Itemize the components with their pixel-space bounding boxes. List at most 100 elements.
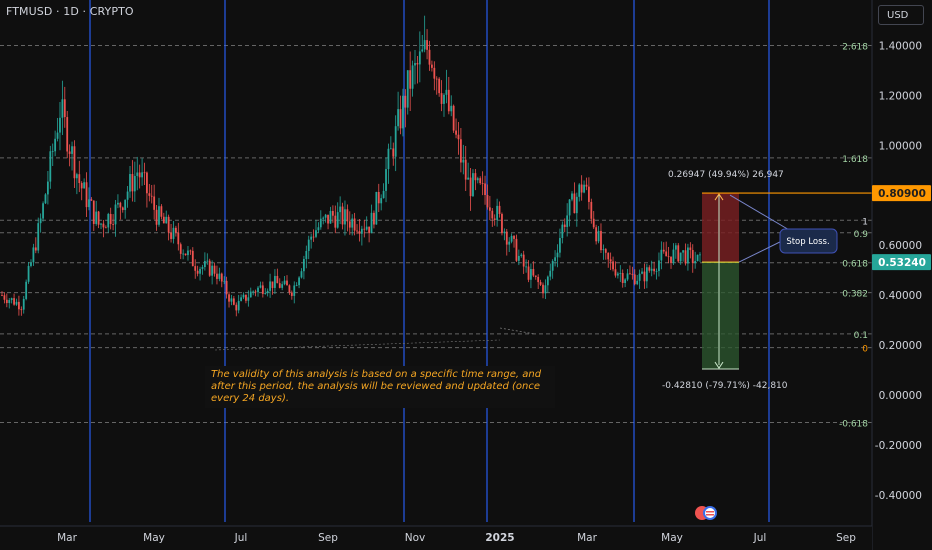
candle-body bbox=[423, 40, 426, 50]
candle-body bbox=[242, 294, 245, 298]
candle-body bbox=[414, 63, 416, 66]
candle-body bbox=[220, 273, 223, 282]
us-flag-icon[interactable] bbox=[694, 505, 718, 521]
candle-body bbox=[689, 247, 692, 251]
candle-body bbox=[133, 175, 136, 192]
candle-body bbox=[510, 235, 513, 242]
currency-button[interactable]: USD bbox=[878, 5, 924, 25]
candle-body bbox=[153, 196, 156, 210]
candle-body bbox=[677, 245, 680, 262]
candle-body bbox=[5, 299, 8, 304]
candle-body bbox=[665, 251, 668, 257]
candle-body bbox=[230, 298, 233, 302]
time-tick: Nov bbox=[405, 532, 426, 544]
candle-body bbox=[109, 213, 112, 224]
candle-body bbox=[211, 265, 214, 276]
candle-body bbox=[385, 169, 387, 191]
candle-body bbox=[37, 223, 40, 251]
candle-body bbox=[696, 254, 699, 262]
candle-body bbox=[484, 183, 486, 195]
candle-body bbox=[626, 273, 629, 280]
candle-body bbox=[1, 295, 3, 296]
candle-body bbox=[397, 109, 399, 127]
candle-body bbox=[189, 250, 192, 252]
candle-body bbox=[527, 266, 530, 280]
candle-body bbox=[474, 173, 477, 181]
candle-body bbox=[252, 291, 255, 293]
candle-body bbox=[653, 268, 656, 272]
candle-body bbox=[573, 193, 576, 214]
candle-body bbox=[172, 227, 175, 239]
candle-body bbox=[228, 294, 230, 302]
price-axis[interactable]: 1.400001.200001.000000.800000.600000.400… bbox=[871, 0, 932, 550]
candle-body bbox=[476, 178, 479, 181]
candle-body bbox=[679, 252, 682, 262]
candle-body bbox=[418, 51, 421, 65]
price-tag bbox=[872, 185, 931, 202]
candle-body bbox=[95, 211, 98, 224]
arrow-up-icon bbox=[714, 193, 724, 201]
candle-body bbox=[544, 285, 547, 294]
price-tick: 0.20000 bbox=[879, 340, 922, 352]
time-axis[interactable]: Mar May Jul Sep Nov 2025 Mar May Jul Sep bbox=[0, 525, 872, 550]
candle-body bbox=[317, 227, 320, 231]
candle-body bbox=[537, 276, 540, 283]
candle-body bbox=[440, 93, 443, 104]
candle-body bbox=[61, 99, 64, 118]
candle-body bbox=[505, 231, 508, 245]
candle-body bbox=[503, 231, 506, 234]
candle-body bbox=[358, 231, 361, 234]
candle-body bbox=[597, 230, 600, 242]
candle-body bbox=[71, 146, 73, 154]
candle-body bbox=[546, 276, 549, 286]
candle-body bbox=[261, 285, 264, 294]
candle-body bbox=[472, 173, 474, 197]
candle-body bbox=[293, 285, 296, 296]
candle-body bbox=[450, 105, 453, 112]
candle-body bbox=[399, 109, 402, 129]
candle-body bbox=[312, 236, 315, 238]
time-tick: May bbox=[143, 532, 165, 544]
candle-body bbox=[542, 284, 544, 294]
candle-body bbox=[658, 260, 660, 271]
candle-body bbox=[416, 63, 419, 65]
candles bbox=[1, 15, 701, 317]
candle-body bbox=[513, 235, 515, 239]
candle-body bbox=[194, 266, 197, 271]
candle-body bbox=[264, 292, 267, 294]
candle-body bbox=[643, 271, 646, 282]
candle-body bbox=[216, 273, 218, 279]
helper-line bbox=[214, 339, 501, 351]
candle-body bbox=[491, 210, 494, 219]
candle-body bbox=[346, 209, 349, 222]
candle-body bbox=[196, 270, 199, 274]
candle-body bbox=[73, 146, 76, 179]
time-tick: Jul bbox=[234, 532, 248, 544]
candle-body bbox=[276, 275, 279, 284]
candle-body bbox=[498, 205, 501, 214]
position-tool[interactable]: 0.26947 (49.94%) 26,947 -0.42810 (-79.71%… bbox=[214, 170, 872, 391]
candle-body bbox=[80, 183, 83, 189]
candle-body bbox=[286, 280, 288, 286]
candle-body bbox=[370, 212, 373, 234]
candle-body bbox=[20, 309, 23, 311]
candle-body bbox=[75, 174, 78, 179]
helper-line bbox=[499, 327, 536, 335]
candle-body bbox=[117, 202, 119, 205]
candle-body bbox=[556, 252, 559, 258]
candle-body bbox=[83, 182, 86, 189]
candle-body bbox=[39, 218, 42, 224]
candle-body bbox=[380, 198, 383, 204]
candle-body bbox=[177, 232, 180, 245]
candle-body bbox=[508, 241, 511, 245]
time-tick: 2025 bbox=[485, 532, 514, 544]
candle-body bbox=[119, 202, 122, 208]
candle-body bbox=[334, 215, 337, 228]
candle-body bbox=[141, 172, 143, 178]
position-bottom-label: -0.42810 (-79.71%) -42,810 bbox=[662, 381, 788, 391]
candle-body bbox=[232, 298, 235, 305]
candle-body bbox=[305, 251, 308, 259]
candle-body bbox=[392, 148, 395, 157]
candle-body bbox=[206, 260, 209, 262]
